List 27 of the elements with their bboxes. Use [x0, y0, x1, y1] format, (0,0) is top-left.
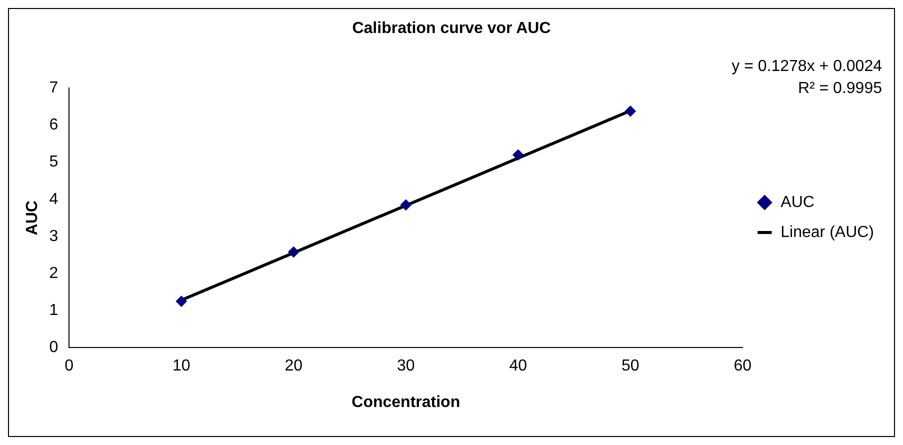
x-tick-label: 60: [734, 358, 752, 375]
y-tick-label: 3: [49, 228, 58, 245]
text: R² = 0.9995: [798, 80, 882, 97]
x-tick-label: 10: [172, 358, 190, 375]
y-tick-label: 1: [49, 302, 58, 319]
point: [512, 149, 524, 160]
y-axis-title: AUC: [24, 200, 42, 236]
point: [624, 106, 636, 117]
x-tick-label: 20: [284, 358, 303, 375]
text: y = 0.1278x + 0.0024: [732, 58, 882, 75]
point: [400, 199, 412, 210]
x-axis-title: Concentration: [352, 394, 460, 411]
y-tick-label: 0: [49, 339, 58, 356]
chart-title: Calibration curve vor AUC: [352, 20, 552, 38]
x-tick-label: 50: [621, 358, 640, 375]
x-tick-label: 40: [509, 358, 528, 375]
point: [176, 296, 187, 307]
legend-label: Linear (AUC): [780, 224, 874, 241]
point: [288, 246, 300, 258]
y-tick-label: 5: [49, 154, 58, 171]
legend-label: AUC: [780, 194, 814, 211]
y-tick-label: 7: [49, 80, 58, 97]
y-tick-label: 2: [49, 264, 58, 282]
y-tick-label: 6: [49, 116, 58, 134]
y-tick-label: 4: [49, 190, 58, 208]
x-tick-label: 0: [64, 358, 74, 375]
x-tick-label: 30: [396, 358, 415, 375]
